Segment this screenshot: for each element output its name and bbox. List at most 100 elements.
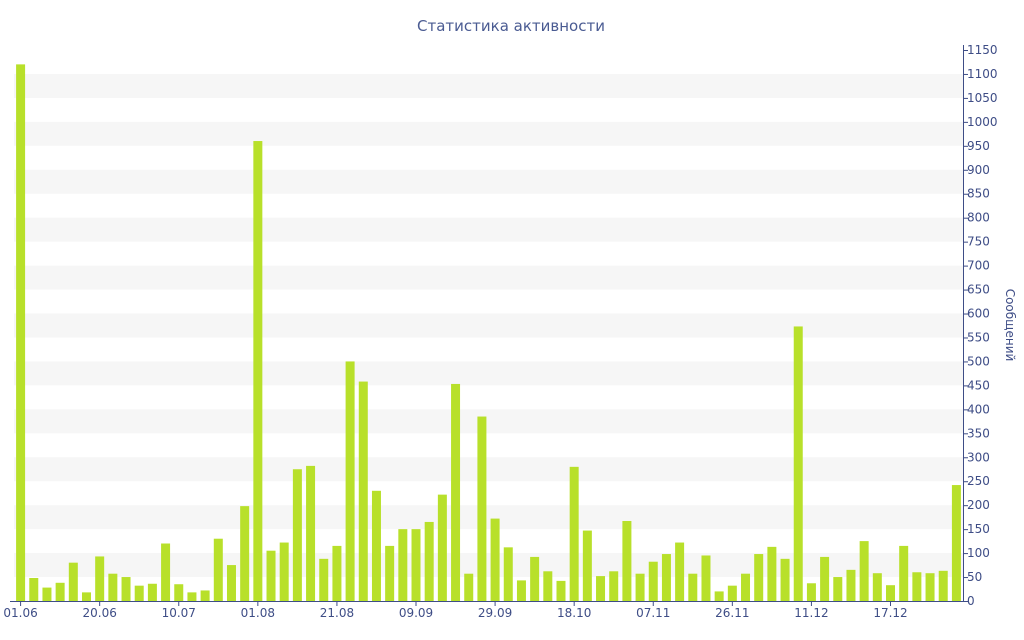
- bar: [530, 556, 540, 601]
- y-tick-label: 1050: [967, 91, 998, 105]
- grid-band: [14, 217, 963, 242]
- bar: [345, 361, 355, 601]
- bar: [424, 521, 434, 601]
- y-tick-label: 850: [967, 187, 990, 201]
- grid-band: [14, 313, 963, 338]
- bar: [200, 590, 210, 601]
- y-tick-label: 1150: [967, 43, 998, 57]
- bar: [16, 64, 26, 602]
- bar: [780, 558, 790, 601]
- axes-group: [10, 45, 964, 602]
- bar: [464, 573, 474, 601]
- bar: [846, 569, 856, 601]
- bar: [68, 562, 78, 601]
- x-ticks: 01.06 20.06 10.07 01.08 21.08 09.09 29.09 18.10…: [3, 601, 908, 620]
- bar: [55, 582, 65, 601]
- x-tick-label: 09.09: [399, 606, 433, 620]
- bar: [490, 518, 500, 601]
- x-tick-label: 17.12: [873, 606, 907, 620]
- bar: [675, 542, 685, 601]
- grid-band: [14, 265, 963, 290]
- bar: [503, 547, 513, 601]
- x-tick-label: 20.06: [82, 606, 116, 620]
- bar: [358, 381, 368, 601]
- bar: [859, 541, 869, 601]
- bar: [187, 592, 197, 601]
- bar: [596, 576, 606, 601]
- bar: [292, 469, 302, 601]
- y-tick-label: 150: [967, 522, 990, 536]
- y-tick-label: 450: [967, 378, 990, 392]
- bar: [306, 465, 316, 601]
- bar: [820, 556, 830, 601]
- bar: [793, 326, 803, 601]
- y-tick-label: 100: [967, 546, 990, 560]
- bar: [767, 546, 777, 601]
- bar: [226, 565, 236, 601]
- y-tick-label: 0: [967, 594, 975, 608]
- y-tick-label: 700: [967, 259, 990, 273]
- bar: [701, 555, 711, 601]
- x-tick-label: 18.10: [557, 606, 591, 620]
- y-tick-label: 400: [967, 402, 990, 416]
- bar: [451, 383, 461, 601]
- y-tick-label: 250: [967, 474, 990, 488]
- grid-band: [14, 361, 963, 386]
- bar: [147, 583, 157, 601]
- bar: [279, 542, 289, 601]
- bar: [398, 529, 408, 601]
- y-tick-label: 200: [967, 498, 990, 512]
- bar: [240, 506, 250, 601]
- y-tick-label: 1000: [967, 115, 998, 129]
- x-tick-label: 07.11: [636, 606, 670, 620]
- bar: [437, 494, 447, 601]
- x-tick-label: 11.12: [794, 606, 828, 620]
- grid-band: [14, 505, 963, 530]
- bar: [833, 577, 843, 601]
- x-tick-label: 26.11: [715, 606, 749, 620]
- y-ticks: 0 50 100 150 200 250 300 350 400 450 500 550 600 650 7…: [963, 43, 998, 608]
- bar: [886, 585, 896, 601]
- y-tick-label: 650: [967, 283, 990, 297]
- y-tick-label: 800: [967, 211, 990, 225]
- bar: [872, 573, 882, 601]
- y-axis-title: Сообщений: [1003, 289, 1017, 362]
- grid-band: [14, 169, 963, 194]
- bar: [121, 577, 131, 601]
- bar: [161, 543, 171, 601]
- bar: [741, 573, 751, 601]
- bar: [754, 554, 764, 601]
- bar: [806, 583, 816, 601]
- bar: [622, 520, 632, 601]
- grid-band: [14, 553, 963, 578]
- bar: [319, 558, 329, 601]
- bar: [81, 592, 91, 601]
- bar: [213, 538, 223, 601]
- bar: [925, 573, 935, 601]
- bar: [609, 571, 619, 601]
- x-tick-label: 21.08: [320, 606, 354, 620]
- bar: [648, 561, 658, 601]
- x-tick-label: 10.07: [162, 606, 196, 620]
- x-tick-label: 01.08: [241, 606, 275, 620]
- bar: [951, 485, 961, 601]
- grid-bands: [14, 73, 963, 578]
- bar: [912, 572, 922, 601]
- bar: [134, 585, 144, 601]
- y-tick-label: 750: [967, 235, 990, 249]
- y-tick-label: 550: [967, 330, 990, 344]
- bar: [727, 585, 737, 601]
- x-tick-label: 01.06: [3, 606, 37, 620]
- y-tick-label: 300: [967, 450, 990, 464]
- bar: [477, 416, 487, 601]
- grid-band: [14, 409, 963, 434]
- bar: [516, 580, 526, 601]
- bar: [266, 550, 276, 601]
- y-tick-label: 50: [967, 570, 982, 584]
- y-tick-label: 900: [967, 163, 990, 177]
- bar: [899, 545, 909, 601]
- bar: [174, 584, 184, 601]
- bar: [29, 578, 39, 601]
